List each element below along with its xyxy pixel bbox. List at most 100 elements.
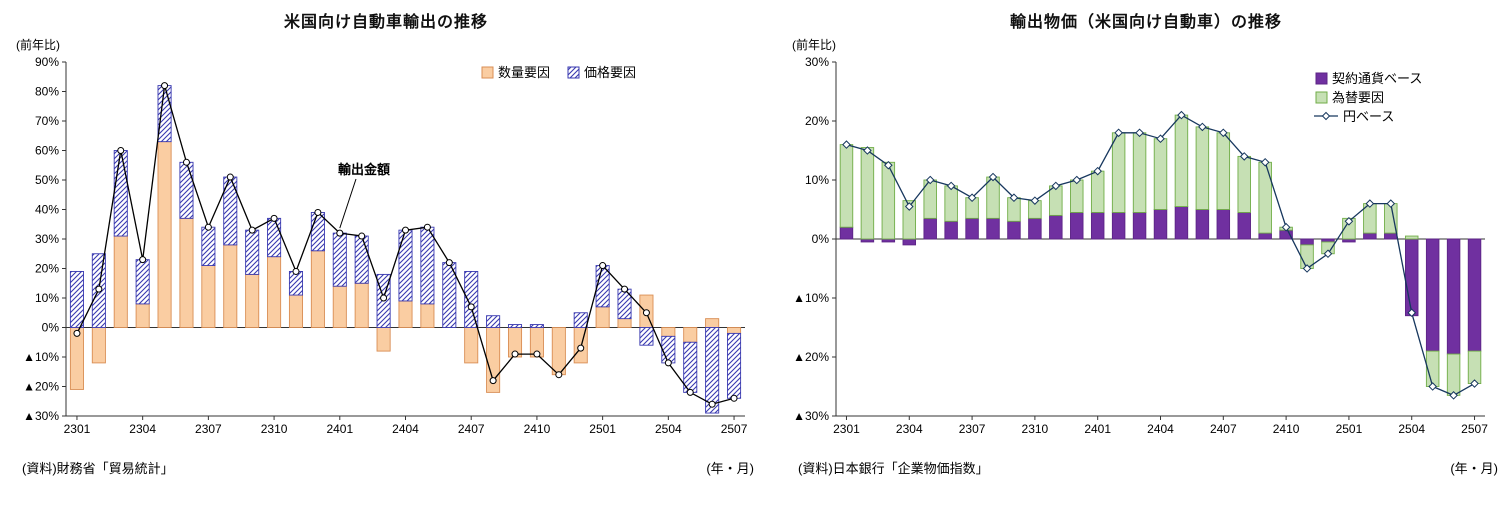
bar-quantity [705, 318, 720, 328]
y-unit-label: (前年比) [792, 37, 836, 52]
bar-quantity [245, 273, 260, 328]
legend-swatch-price [567, 66, 580, 79]
marker-yen-base [1198, 122, 1207, 132]
bar-contract-currency [1195, 209, 1210, 240]
marker-yen-base [1156, 134, 1165, 144]
marker-export-value [117, 147, 125, 154]
y-axis-label: 60% [35, 144, 59, 158]
bar-contract-currency [1258, 232, 1272, 240]
y-axis-label: ▲20% [793, 350, 829, 364]
x-axis-label: 2507 [721, 422, 748, 436]
marker-yen-base [1365, 199, 1375, 208]
bar-quantity [310, 250, 325, 328]
bar-fx-factor [1237, 155, 1251, 213]
y-axis-label: 40% [35, 203, 59, 217]
bar-price [113, 150, 128, 237]
legend-label-fx-factor: 為替要因 [1332, 90, 1384, 105]
marker-export-value [686, 388, 694, 396]
marker-export-value [380, 294, 388, 302]
bar-contract-currency [1425, 238, 1440, 352]
export-price-chart-panel: 輸出物価（米国向け自動車）の推移 30% 20% 10% 0% ▲10% ▲20% ▲30%… [788, 10, 1504, 477]
bar-price [157, 85, 172, 143]
marker-yen-base [1009, 193, 1019, 203]
bar-contract-currency [986, 217, 1000, 240]
marker-export-value [445, 259, 453, 267]
marker-yen-base [904, 202, 914, 211]
x-axis-label: 2501 [1336, 422, 1363, 436]
marker-yen-base [1239, 152, 1249, 161]
bar-contract-currency [1467, 238, 1482, 352]
x-axis-label: 2307 [959, 422, 986, 436]
marker-export-value [423, 223, 431, 231]
bar-price [310, 211, 325, 252]
bar-fx-factor [1049, 185, 1063, 216]
bar-contract-currency [944, 220, 958, 240]
legend-label-yen-base: 円ベース [1343, 109, 1394, 124]
marker-export-value [599, 262, 607, 270]
bar-price [573, 312, 588, 328]
marker-yen-base [1177, 110, 1186, 120]
bar-quantity [223, 244, 238, 328]
annotation-label: 輸出金額 [338, 162, 390, 177]
marker-export-value [161, 82, 169, 90]
bar-fx-factor [1446, 353, 1461, 396]
bar-price [727, 332, 742, 399]
bar-quantity [617, 318, 632, 328]
bar-contract-currency [902, 238, 917, 246]
bar-contract-currency [1300, 238, 1314, 246]
bar-fx-factor [1111, 132, 1126, 213]
x-axis-label: 2501 [589, 422, 616, 436]
bar-fx-factor [1132, 132, 1147, 213]
y-axis-label: ▲20% [23, 380, 59, 394]
y-axis-label: ▲30% [23, 409, 59, 423]
bar-quantity [595, 306, 610, 328]
x-axis-label: 2401 [326, 422, 353, 436]
bar-quantity [267, 256, 282, 328]
y-axis-label: 70% [35, 114, 59, 128]
x-axis-label: 2407 [1210, 422, 1237, 436]
bar-contract-currency [1153, 209, 1168, 240]
bar-contract-currency [1216, 209, 1231, 240]
exports-chart-title: 米国向け自動車輸出の推移 [283, 14, 488, 31]
bar-quantity [551, 327, 566, 376]
marker-yen-base [1030, 196, 1040, 205]
marker-export-value [182, 158, 190, 166]
y-axis-label: 10% [805, 173, 829, 187]
x-axis-label: 2504 [655, 422, 682, 436]
y-axis-label: 20% [805, 114, 829, 128]
bar-contract-currency [1404, 238, 1419, 317]
bar-quantity [113, 235, 128, 328]
marker-yen-base [946, 181, 956, 191]
bar-price [464, 270, 479, 328]
marker-yen-base [1302, 264, 1312, 273]
x-axis-label: 2410 [524, 422, 551, 436]
bar-price [267, 217, 282, 258]
x-axis-label: 2310 [1022, 422, 1049, 436]
bar-quantity [157, 141, 172, 328]
y-axis-label: 0% [812, 232, 830, 246]
marker-yen-base [1323, 249, 1333, 259]
marker-export-value [511, 350, 519, 358]
marker-yen-base [1428, 382, 1437, 391]
marker-export-value [292, 267, 300, 275]
x-axis-label: 2307 [195, 422, 222, 436]
bar-fx-factor [986, 176, 1000, 219]
bar-fx-factor [1195, 126, 1210, 210]
export-price-source-note: (資料)日本銀行「企業物価指数」 [798, 461, 989, 476]
marker-export-value [467, 303, 475, 311]
marker-yen-base [925, 175, 935, 185]
y-axis-label: ▲10% [793, 291, 829, 305]
bar-quantity [135, 303, 150, 328]
legend-swatch-fx-factor [1315, 91, 1328, 104]
marker-export-value [358, 232, 366, 240]
x-axis-label: 2401 [1084, 422, 1111, 436]
bar-price [486, 315, 501, 328]
bar-fx-factor [1070, 179, 1084, 213]
marker-export-value [73, 329, 81, 337]
marker-yen-base [988, 172, 998, 182]
bar-fx-factor [1216, 132, 1231, 210]
bar-price [354, 235, 369, 284]
bar-contract-currency [839, 226, 854, 240]
bar-quantity [332, 285, 347, 328]
y-axis-label: 30% [35, 232, 59, 246]
